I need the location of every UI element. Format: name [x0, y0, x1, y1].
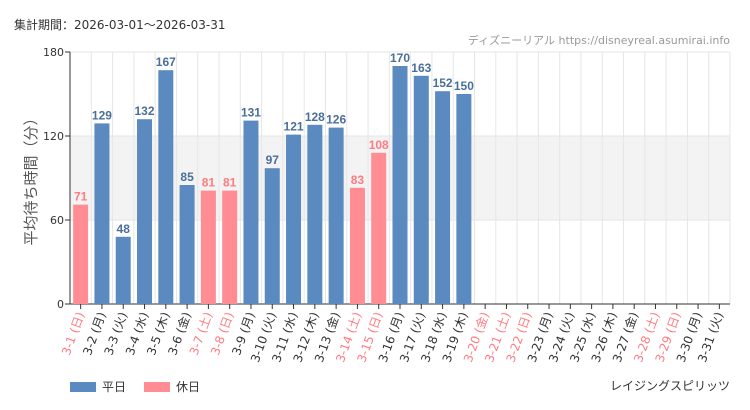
bar	[456, 94, 472, 304]
y-tick-label: 120	[43, 130, 64, 143]
bar	[137, 119, 153, 304]
bar-value-label: 152	[433, 76, 453, 90]
bar-value-label: 108	[369, 138, 389, 152]
bar-value-label: 81	[202, 176, 216, 190]
bar	[264, 168, 280, 304]
bar	[222, 190, 238, 304]
bar	[73, 204, 89, 304]
bar	[115, 236, 131, 304]
legend-swatch-holiday	[144, 381, 171, 392]
bar-value-label: 97	[266, 153, 280, 167]
bar	[200, 190, 216, 304]
bar-value-label: 132	[135, 104, 155, 118]
y-axis-title: 平均待ち時間（分）	[22, 110, 40, 245]
bar-value-label: 71	[74, 190, 88, 204]
legend-label-weekday: 平日	[102, 380, 127, 394]
y-tick-label: 0	[57, 298, 64, 311]
bar	[328, 127, 344, 304]
bar	[243, 120, 259, 304]
bar	[349, 187, 365, 304]
bar	[307, 124, 323, 304]
bar	[392, 66, 408, 304]
bar-value-label: 170	[390, 51, 410, 65]
bar	[286, 134, 302, 304]
y-tick-label: 60	[50, 214, 64, 227]
y-tick-label: 180	[43, 46, 64, 59]
bar	[371, 152, 387, 304]
bar	[158, 70, 174, 304]
period-label: 集計期間：2026-03-01〜2026-03-31	[14, 18, 226, 32]
bar-value-label: 85	[180, 170, 194, 184]
bar-value-label: 131	[241, 106, 261, 120]
bar	[94, 123, 110, 305]
bar-value-label: 81	[223, 176, 237, 190]
bar	[413, 75, 429, 304]
legend: 平日 休日	[70, 378, 200, 395]
bar-value-label: 121	[284, 120, 304, 134]
bar-value-label: 167	[156, 55, 176, 69]
legend-label-holiday: 休日	[176, 380, 201, 394]
bar-value-label: 126	[326, 113, 346, 127]
bar-value-label: 163	[411, 61, 431, 75]
bar-value-label: 150	[454, 79, 474, 93]
bar-value-label: 48	[117, 222, 131, 236]
bar	[435, 91, 451, 304]
attraction-name: レイジングスピリッツ	[609, 379, 730, 393]
legend-swatch-weekday	[70, 381, 96, 392]
legend-item-weekday[interactable]: 平日	[70, 378, 126, 395]
site-credit: ディズニーリアル https://disneyreal.asumirai.inf…	[467, 34, 730, 47]
bar-value-label: 83	[351, 173, 365, 187]
legend-item-holiday[interactable]: 休日	[144, 378, 200, 395]
bar	[179, 185, 195, 304]
bar-value-label: 129	[92, 108, 112, 122]
bar-value-label: 128	[305, 110, 325, 124]
